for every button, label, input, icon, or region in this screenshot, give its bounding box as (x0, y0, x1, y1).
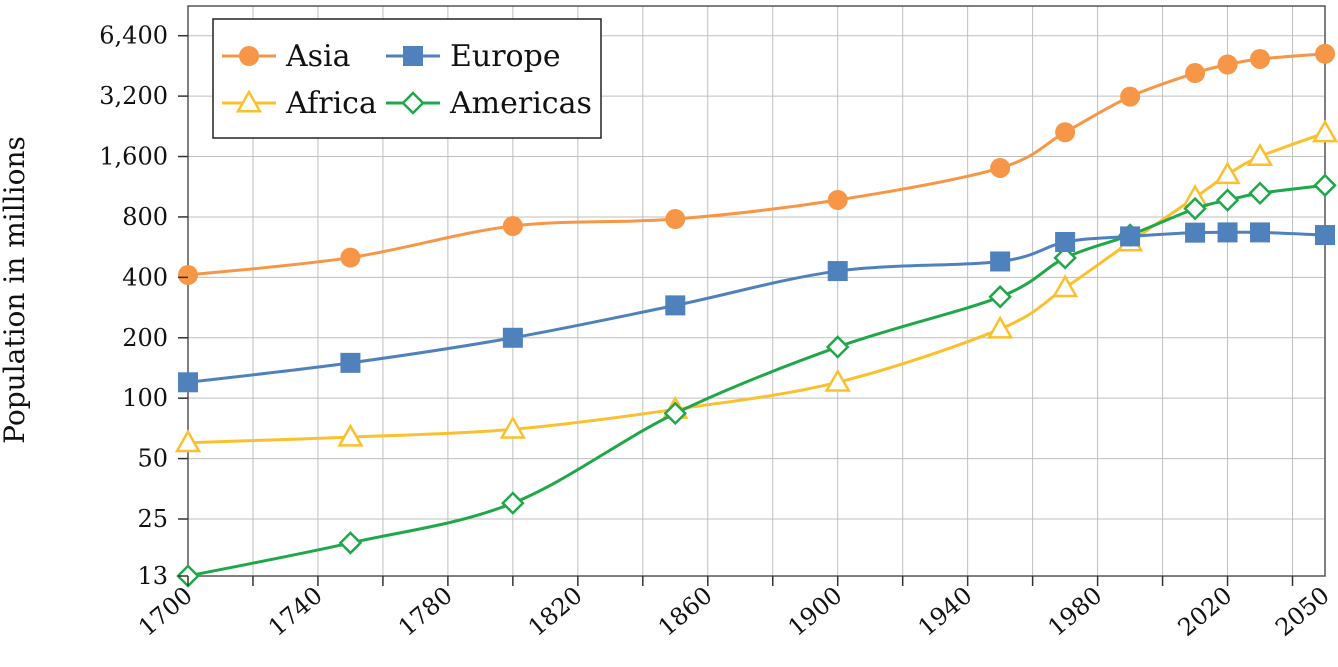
y-tick-label: 25 (137, 505, 168, 533)
legend: Asia Europe Africa Americas (212, 18, 602, 139)
series-asia-point (665, 209, 686, 230)
legend-box (212, 18, 602, 139)
series-americas-point (663, 401, 688, 426)
y-tick-label: 3,200 (99, 82, 168, 110)
series-americas-point (1248, 181, 1272, 206)
series-europe-point (1055, 232, 1076, 253)
series-africa-point (337, 423, 364, 447)
legend-marker-asia (239, 46, 259, 66)
series-layer (174, 43, 1338, 588)
series-americas-point (338, 531, 363, 555)
legend-label-europe: Europe (450, 39, 561, 74)
y-tick-label: 400 (122, 263, 168, 291)
x-tick-label: 1980 (1043, 581, 1108, 642)
plot-area-border (187, 5, 1326, 577)
y-tick-label: 200 (122, 324, 168, 352)
series-asia-point (1315, 43, 1335, 64)
series-europe-point (1315, 225, 1335, 246)
legend-label-americas: Americas (449, 86, 592, 121)
series-asia-point (1055, 122, 1076, 143)
y-tick-label: 13 (137, 562, 168, 590)
series-europe-point (340, 352, 361, 373)
series-europe-point (1217, 222, 1238, 243)
series-europe-point (502, 327, 523, 348)
series-asia-point (1120, 86, 1141, 107)
series-africa-point (1311, 119, 1338, 143)
x-tick-label: 1940 (913, 581, 978, 642)
series-africa-point (1051, 274, 1079, 298)
x-tick-label: 1900 (783, 581, 848, 642)
legend-marker-europe (403, 46, 423, 66)
legend-marker-africa (235, 89, 263, 113)
y-tick-label: 100 (122, 384, 168, 412)
series-europe-point (665, 295, 686, 316)
y-axis-tick-labels: 13 25 50 100 200 400 800 1,600 3,200 6,400 (99, 22, 168, 590)
series-africa-point (499, 415, 527, 439)
legend-item-europe: Europe (386, 39, 561, 74)
x-tick-label: 1700 (133, 581, 198, 642)
series-africa-point (1246, 143, 1274, 167)
series-africa-point (174, 429, 202, 453)
series-europe-point (827, 261, 848, 282)
series-asia-point (827, 189, 848, 210)
series-americas-point (1313, 173, 1337, 198)
series-europe (178, 222, 1335, 393)
x-tick-label: 1740 (263, 581, 328, 642)
series-americas-point (1053, 246, 1077, 270)
series-europe-point (1250, 222, 1271, 243)
y-tick-label: 1,600 (99, 143, 168, 171)
y-tick-label: 6,400 (99, 22, 168, 50)
series-africa-point (1214, 161, 1241, 185)
series-europe-point (990, 251, 1011, 272)
series-americas-point (988, 285, 1012, 309)
series-asia (178, 43, 1335, 285)
series-africa-point (824, 368, 851, 392)
x-tick-label: 1860 (653, 581, 718, 642)
legend-item-africa: Africa (222, 86, 377, 121)
legend-marker-americas (401, 91, 425, 115)
series-americas-point (825, 335, 850, 359)
series-asia-point (990, 157, 1011, 178)
series-europe-point (1120, 226, 1141, 247)
series-europe-point (178, 372, 198, 393)
x-tick-label: 2020 (1173, 581, 1238, 642)
x-tick-label: 1820 (523, 581, 588, 642)
legend-label-asia: Asia (285, 39, 351, 74)
legend-item-asia: Asia (222, 39, 351, 74)
y-tick-label: 50 (137, 445, 168, 473)
y-axis-label: Population in millions (0, 136, 31, 444)
series-americas-line (187, 183, 1326, 578)
series-asia-point (340, 247, 361, 268)
x-axis-tick-labels: 1700 1740 1780 1820 1860 1900 1940 1980 2020 2050 (133, 581, 1335, 642)
y-tick-label: 800 (122, 203, 168, 231)
series-americas-point (1215, 188, 1240, 212)
series-asia-point (502, 216, 523, 237)
x-tick-label: 1780 (393, 581, 458, 642)
series-americas-point (1183, 196, 1207, 221)
series-asia-point (1217, 54, 1238, 75)
series-asia-point (1250, 48, 1271, 69)
x-tick-label: 2050 (1270, 581, 1335, 642)
legend-item-americas: Americas (386, 86, 592, 121)
axis-ticks (178, 34, 1294, 586)
series-europe-point (1185, 222, 1206, 243)
series-africa-point (986, 315, 1014, 339)
series-asia-point (1185, 63, 1206, 84)
series-asia-point (178, 264, 198, 285)
series-americas (176, 173, 1337, 588)
series-americas-point (501, 491, 525, 515)
legend-label-africa: Africa (285, 86, 377, 121)
